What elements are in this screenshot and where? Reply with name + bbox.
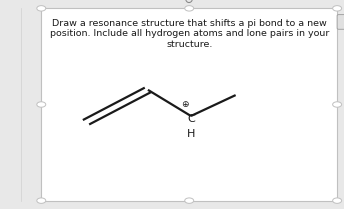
Circle shape <box>333 102 342 107</box>
Circle shape <box>37 6 46 11</box>
Text: Draw a resonance structure that shifts a pi bond to a new
position. Include all : Draw a resonance structure that shifts a… <box>50 19 329 49</box>
Text: C: C <box>187 114 195 124</box>
FancyBboxPatch shape <box>337 15 344 29</box>
Bar <box>41 8 337 201</box>
Circle shape <box>333 6 342 11</box>
Circle shape <box>185 6 194 11</box>
Text: ⊕: ⊕ <box>181 100 189 109</box>
Circle shape <box>185 198 194 203</box>
Text: ↺: ↺ <box>184 0 194 6</box>
Text: H: H <box>187 129 195 139</box>
Circle shape <box>37 102 46 107</box>
Circle shape <box>333 198 342 203</box>
Circle shape <box>37 198 46 203</box>
